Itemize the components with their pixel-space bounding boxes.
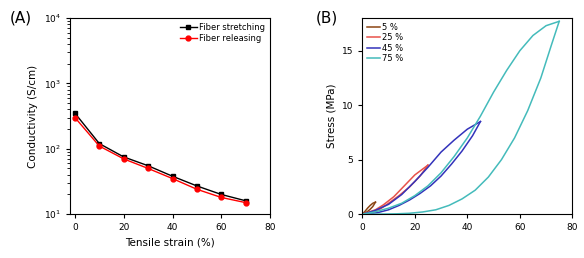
Legend: 5 %, 25 %, 45 %, 75 %: 5 %, 25 %, 45 %, 75 % [367, 22, 404, 64]
75 % [372, 210, 379, 213]
Fiber stretching [145, 164, 152, 167]
25 % [425, 164, 432, 167]
Legend: Fiber stretching, Fiber releasing: Fiber stretching, Fiber releasing [179, 22, 266, 44]
5 % [364, 207, 371, 210]
Fiber releasing [96, 144, 103, 148]
5 % [359, 213, 366, 216]
45 % [372, 209, 379, 212]
45 % [464, 128, 471, 131]
Y-axis label: Stress (MPa): Stress (MPa) [326, 84, 336, 148]
75 % [451, 155, 458, 158]
75 % [464, 136, 471, 139]
45 % [385, 203, 392, 206]
25 % [372, 208, 379, 211]
5 % [369, 202, 376, 205]
Fiber stretching [120, 155, 127, 158]
75 % [398, 202, 405, 205]
Fiber releasing [169, 177, 176, 180]
25 % [380, 203, 387, 206]
Fiber stretching [193, 184, 200, 188]
45 % [437, 150, 444, 154]
25 % [390, 195, 397, 198]
25 % [401, 184, 408, 187]
5 % [361, 210, 369, 213]
45 % [398, 193, 405, 196]
5 % [367, 204, 374, 207]
Fiber stretching [71, 112, 78, 115]
Fiber stretching [218, 193, 225, 196]
75 % [385, 207, 392, 210]
75 % [530, 34, 537, 37]
45 % [425, 166, 432, 169]
Text: (A): (A) [10, 10, 32, 25]
75 % [364, 212, 371, 215]
75 % [543, 24, 550, 27]
45 % [451, 139, 458, 142]
45 % [364, 211, 371, 214]
Line: 45 %: 45 % [362, 122, 481, 214]
Line: 75 %: 75 % [362, 21, 559, 214]
Line: 5 %: 5 % [362, 202, 376, 214]
X-axis label: Tensile strain (%): Tensile strain (%) [125, 238, 215, 248]
75 % [503, 69, 510, 72]
75 % [425, 184, 432, 187]
75 % [556, 20, 563, 23]
75 % [437, 171, 444, 174]
75 % [411, 194, 418, 197]
75 % [516, 49, 523, 52]
45 % [477, 120, 484, 123]
Line: 25 %: 25 % [362, 165, 428, 214]
Line: Fiber stretching: Fiber stretching [72, 111, 248, 203]
Fiber stretching [96, 142, 103, 145]
Text: (B): (B) [316, 10, 338, 25]
75 % [477, 115, 484, 118]
25 % [359, 213, 366, 216]
Fiber releasing [145, 167, 152, 170]
45 % [411, 180, 418, 183]
Fiber releasing [120, 157, 127, 160]
Fiber stretching [242, 199, 249, 202]
Fiber stretching [169, 175, 176, 178]
25 % [411, 173, 418, 176]
Fiber releasing [71, 116, 78, 119]
Fiber releasing [218, 196, 225, 199]
Fiber releasing [242, 201, 249, 204]
Fiber releasing [193, 188, 200, 191]
5 % [372, 201, 379, 204]
Y-axis label: Conductivity (S/cm): Conductivity (S/cm) [28, 64, 39, 168]
Line: Fiber releasing: Fiber releasing [72, 115, 248, 205]
75 % [359, 213, 366, 216]
45 % [359, 213, 366, 216]
75 % [490, 91, 497, 94]
25 % [364, 211, 371, 214]
